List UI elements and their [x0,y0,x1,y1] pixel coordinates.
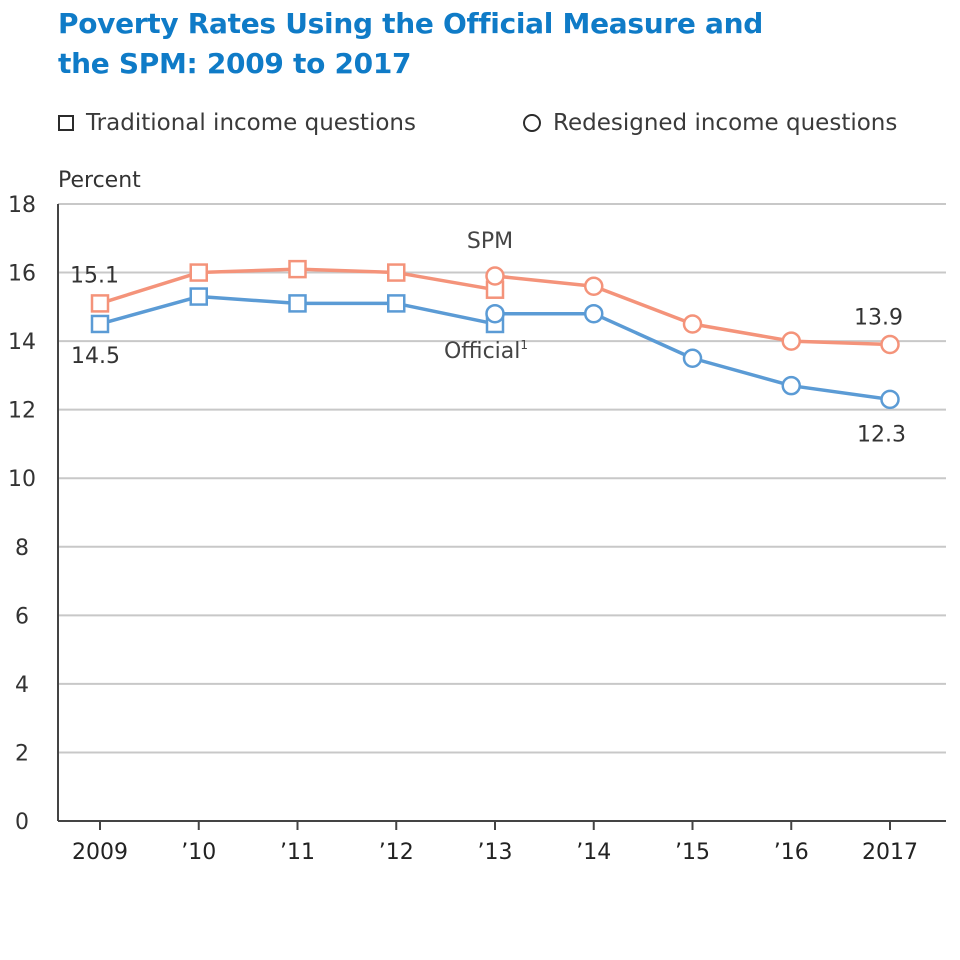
y-tick-label-2: 2 [15,741,29,766]
official-traditional-point-2 [288,294,307,313]
official-redesigned-point-2 [682,348,703,368]
data-label-official-1: 14.5 [71,344,120,369]
official-redesigned-point-3 [781,375,801,396]
y-tick-label-16: 16 [8,262,36,287]
y-tick-label-14: 14 [8,330,36,355]
series-label-spm: SPM [467,229,513,254]
legend-label-traditional: Traditional income questions [86,110,416,136]
spm-redesigned-point-1 [584,276,604,297]
spm-traditional-point-0 [90,294,110,313]
x-tick-label-6: ’15 [675,840,710,865]
spm-redesigned-point-4 [880,334,900,355]
x-tick-label-5: ’14 [576,840,611,865]
chart-title-line-2: the SPM: 2009 to 2017 [58,47,412,80]
x-tick-label-4: ’13 [478,840,513,865]
spm-redesigned-point-3 [781,331,801,351]
spm-redesigned-point-2 [682,314,703,334]
x-tick-label-8: 2017 [862,840,918,865]
spm-redesigned-point-0 [485,266,505,286]
y-axis-label: Percent [58,168,141,193]
legend-label-redesigned: Redesigned income questions [553,110,898,136]
y-tick-label-6: 6 [15,604,29,629]
x-tick-label-1: ’10 [181,840,216,865]
official-redesigned-point-4 [880,389,900,410]
spm-traditional-point-3 [387,263,406,282]
y-tick-label-12: 12 [8,399,36,424]
circle-marker-icon [523,114,541,132]
y-tick-label-10: 10 [8,467,36,492]
official-redesigned-point-1 [584,303,604,324]
spm-traditional-point-1 [189,263,208,282]
data-label-spm-2: 13.9 [854,306,903,331]
square-marker-icon [58,115,74,131]
official-redesigned-point-0 [485,303,505,324]
x-tick-label-3: ’12 [379,840,414,865]
official-traditional-point-1 [189,287,208,306]
y-tick-label-0: 0 [15,810,29,835]
data-label-spm-0: 15.1 [70,263,119,288]
x-tick-label-0: 2009 [72,840,128,865]
x-tick-label-2: ’11 [280,840,315,865]
x-tick-label-7: ’16 [774,840,809,865]
y-tick-label-4: 4 [15,673,29,698]
y-tick-label-8: 8 [15,536,29,561]
chart-title: Poverty Rates Using the Official Measure… [58,4,938,84]
official-traditional-point-3 [387,294,406,313]
legend-item-redesigned: Redesigned income questions [523,110,897,136]
series-label-official-footnote: 1 [520,338,528,352]
series-label-official: Official1 [444,338,528,364]
spm-traditional-point-2 [288,259,307,279]
chart-title-line-1: Poverty Rates Using the Official Measure… [58,7,763,40]
y-tick-label-18: 18 [8,193,36,218]
legend: Traditional income questions Redesigned … [58,110,958,142]
spm-redesigned-line [494,274,891,347]
official-traditional-point-0 [90,314,110,334]
legend-item-traditional: Traditional income questions [58,110,416,136]
data-label-official-3: 12.3 [857,422,906,447]
